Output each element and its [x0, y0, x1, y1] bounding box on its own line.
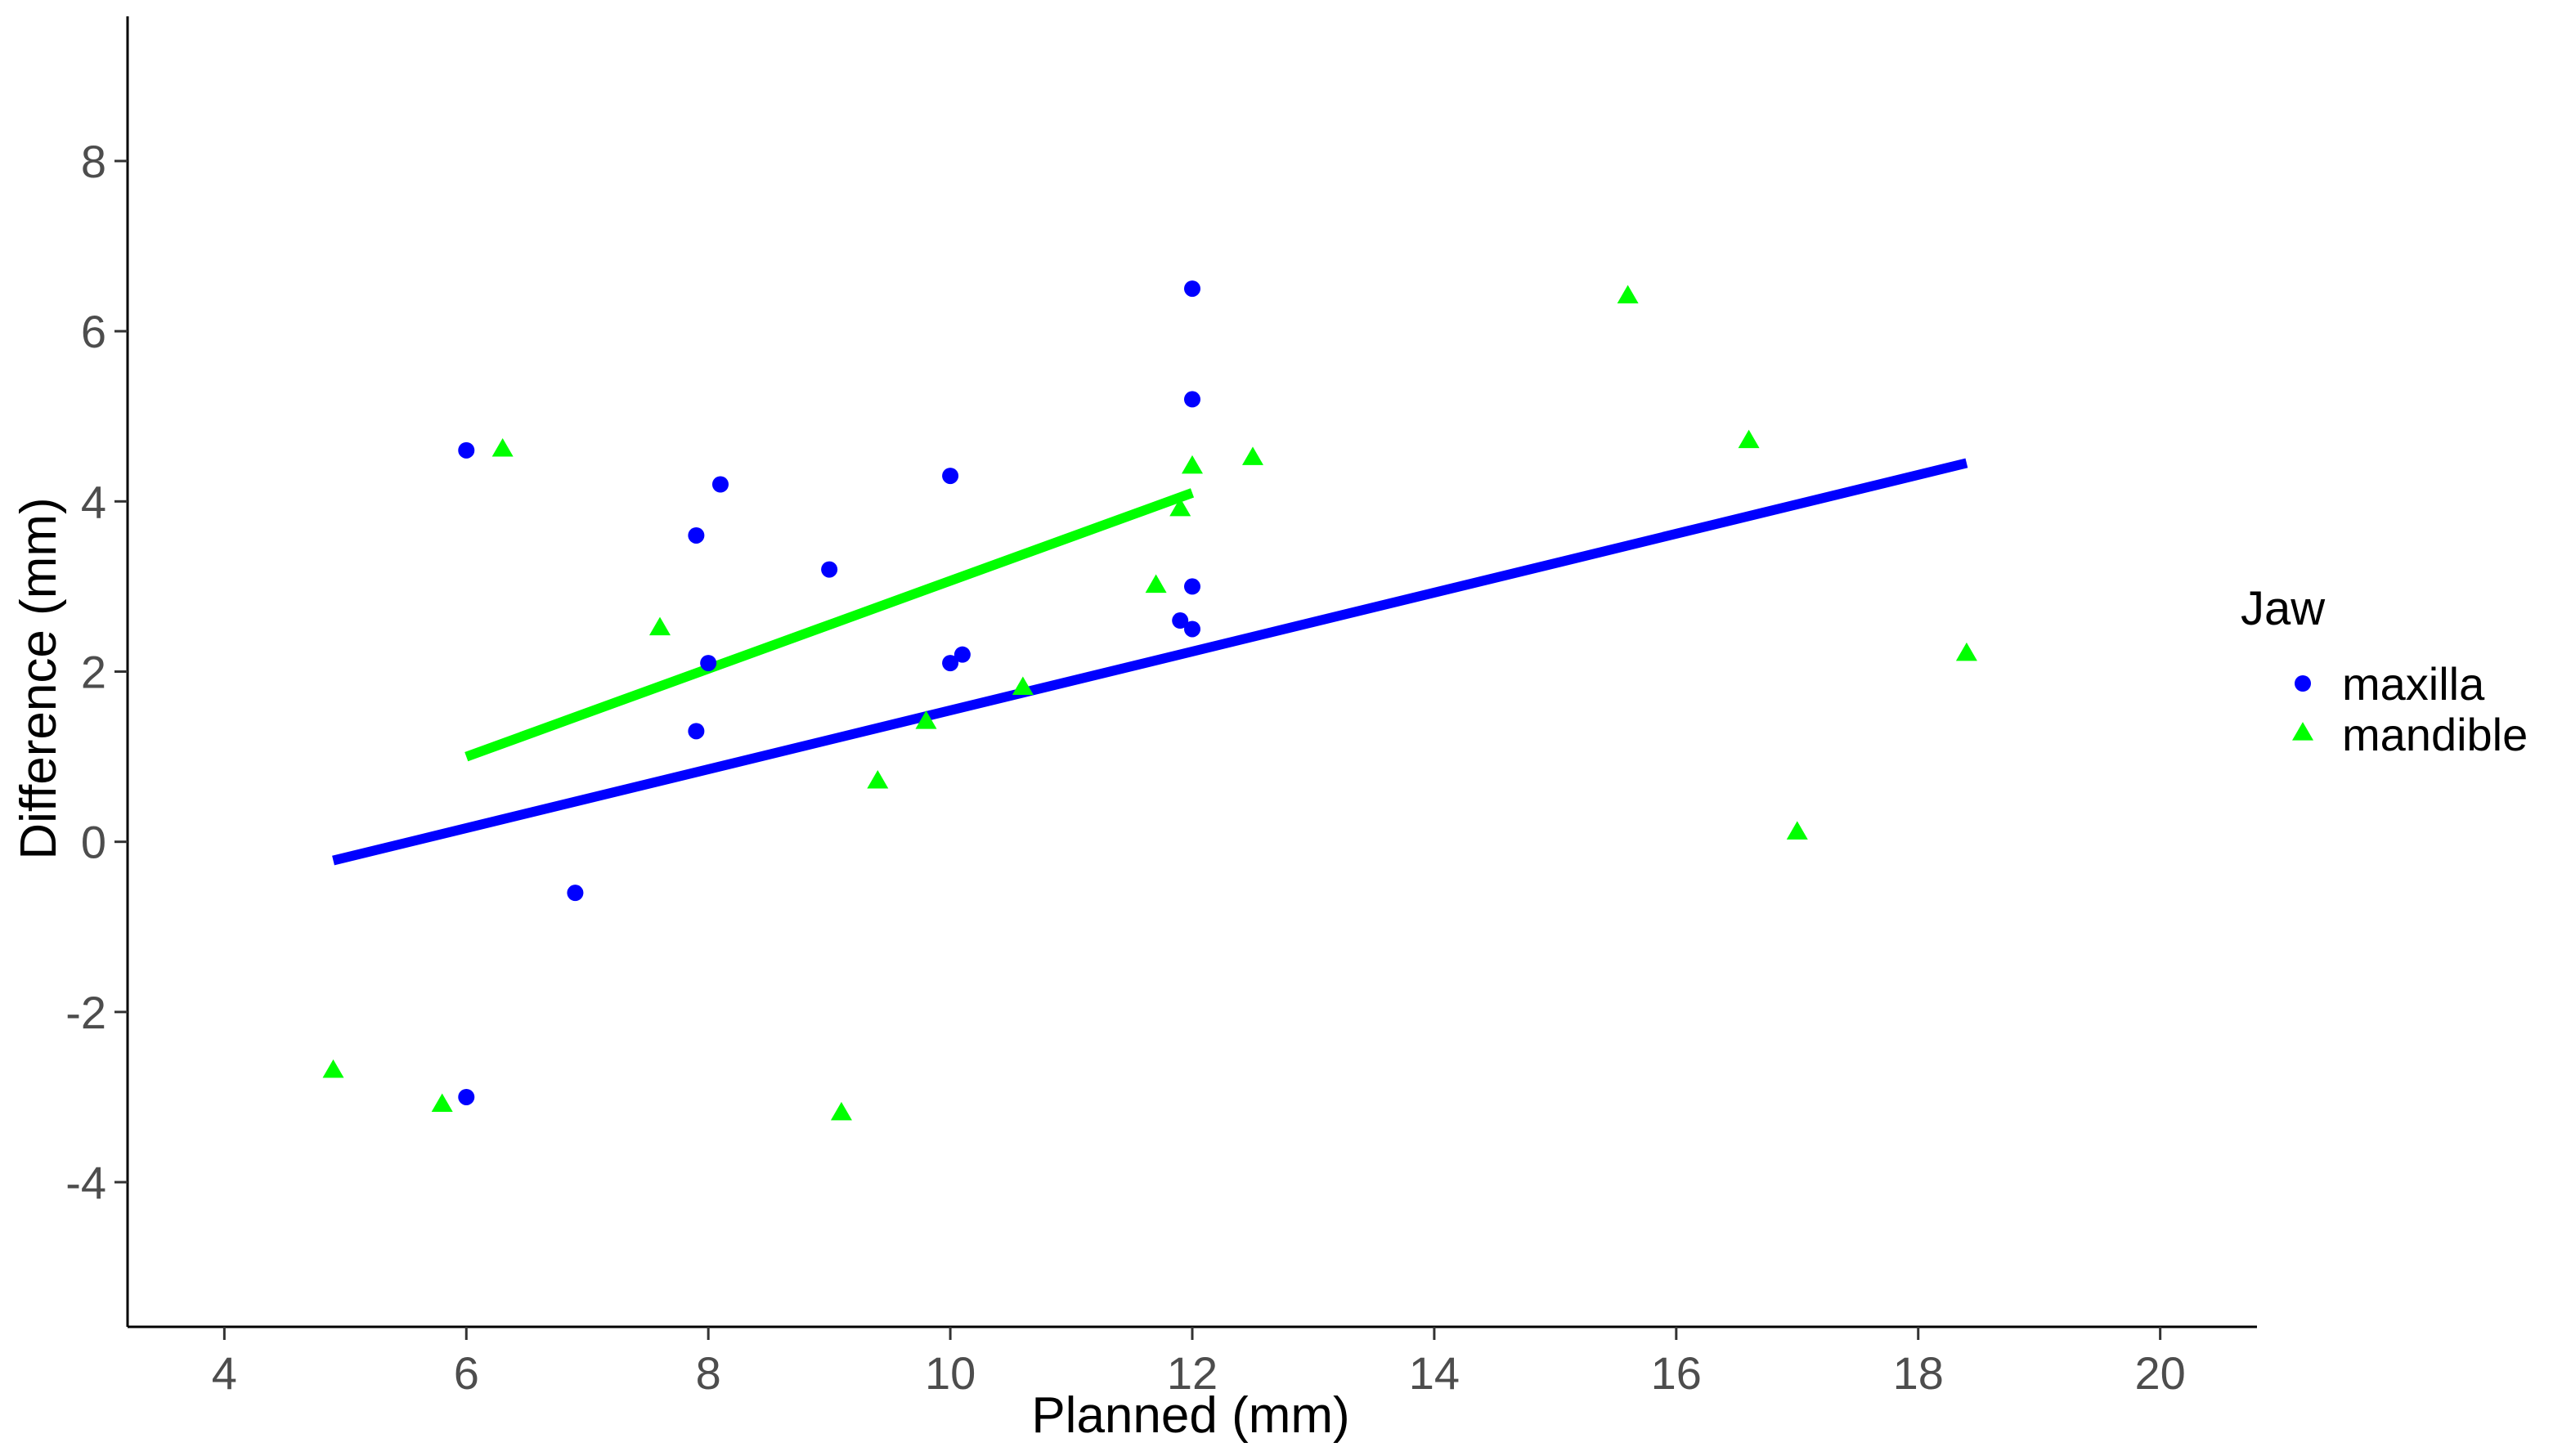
point-mandible: [867, 769, 889, 789]
x-axis-title: Planned (mm): [1031, 1387, 1349, 1444]
point-mandible: [491, 438, 514, 457]
point-mandible: [322, 1059, 344, 1078]
x-tick-label: 20: [2134, 1347, 2185, 1399]
point-mandible: [649, 616, 671, 636]
point-maxilla: [1184, 280, 1200, 298]
point-maxilla: [700, 655, 717, 672]
point-maxilla: [1172, 612, 1189, 629]
fit-line-mandible: [464, 488, 1195, 762]
y-tick-label: 6: [81, 306, 106, 357]
point-mandible: [431, 1093, 453, 1113]
point-mandible: [915, 710, 937, 729]
x-tick-label: 14: [1409, 1347, 1460, 1399]
y-tick-label: -2: [65, 987, 106, 1038]
x-tick-label: 4: [212, 1347, 237, 1399]
point-maxilla: [567, 885, 584, 902]
plot-area: [322, 280, 1977, 1121]
point-maxilla: [953, 646, 971, 663]
legend-title: Jaw: [2241, 582, 2326, 635]
y-tick-label: 8: [81, 136, 106, 187]
point-maxilla: [1184, 578, 1200, 595]
y-tick-label: 4: [81, 476, 106, 527]
point-maxilla: [458, 1088, 475, 1105]
point-maxilla: [821, 561, 838, 578]
x-tick-label: 12: [1167, 1347, 1218, 1399]
legend-key-mandible: [2292, 722, 2313, 741]
fit-line-maxilla: [332, 458, 1968, 866]
point-mandible: [1955, 642, 1977, 661]
x-tick-label: 10: [925, 1347, 976, 1399]
point-maxilla: [942, 468, 959, 485]
x-tick-label: 6: [454, 1347, 479, 1399]
point-mandible: [1241, 446, 1263, 465]
point-maxilla: [1184, 391, 1200, 408]
point-mandible: [1182, 455, 1203, 474]
point-mandible: [1617, 284, 1639, 304]
legend-label-mandible: mandible: [2342, 709, 2528, 760]
point-mandible: [1012, 676, 1034, 695]
x-tick-label: 8: [696, 1347, 721, 1399]
y-tick-label: -4: [65, 1157, 106, 1208]
x-tick-label: 18: [1893, 1347, 1944, 1399]
point-mandible: [1786, 821, 1808, 840]
point-mandible: [830, 1101, 852, 1121]
point-maxilla: [942, 655, 959, 672]
legend-key-maxilla: [2295, 675, 2311, 692]
y-tick-label: 2: [81, 647, 106, 698]
point-maxilla: [711, 476, 729, 493]
y-axis-title: Difference (mm): [11, 497, 67, 859]
point-maxilla: [688, 526, 705, 544]
point-maxilla: [688, 723, 705, 740]
point-maxilla: [1184, 620, 1200, 638]
x-tick-label: 16: [1651, 1347, 1702, 1399]
y-tick-label: 0: [81, 817, 106, 868]
point-mandible: [1169, 497, 1191, 517]
point-mandible: [1145, 574, 1167, 594]
legend-label-maxilla: maxilla: [2342, 658, 2485, 710]
point-mandible: [1738, 429, 1760, 449]
point-maxilla: [458, 441, 475, 459]
axes: 4 6 8 10 12 14 16 18 20 -4 -2 0 2 4 6 8: [65, 16, 2257, 1399]
